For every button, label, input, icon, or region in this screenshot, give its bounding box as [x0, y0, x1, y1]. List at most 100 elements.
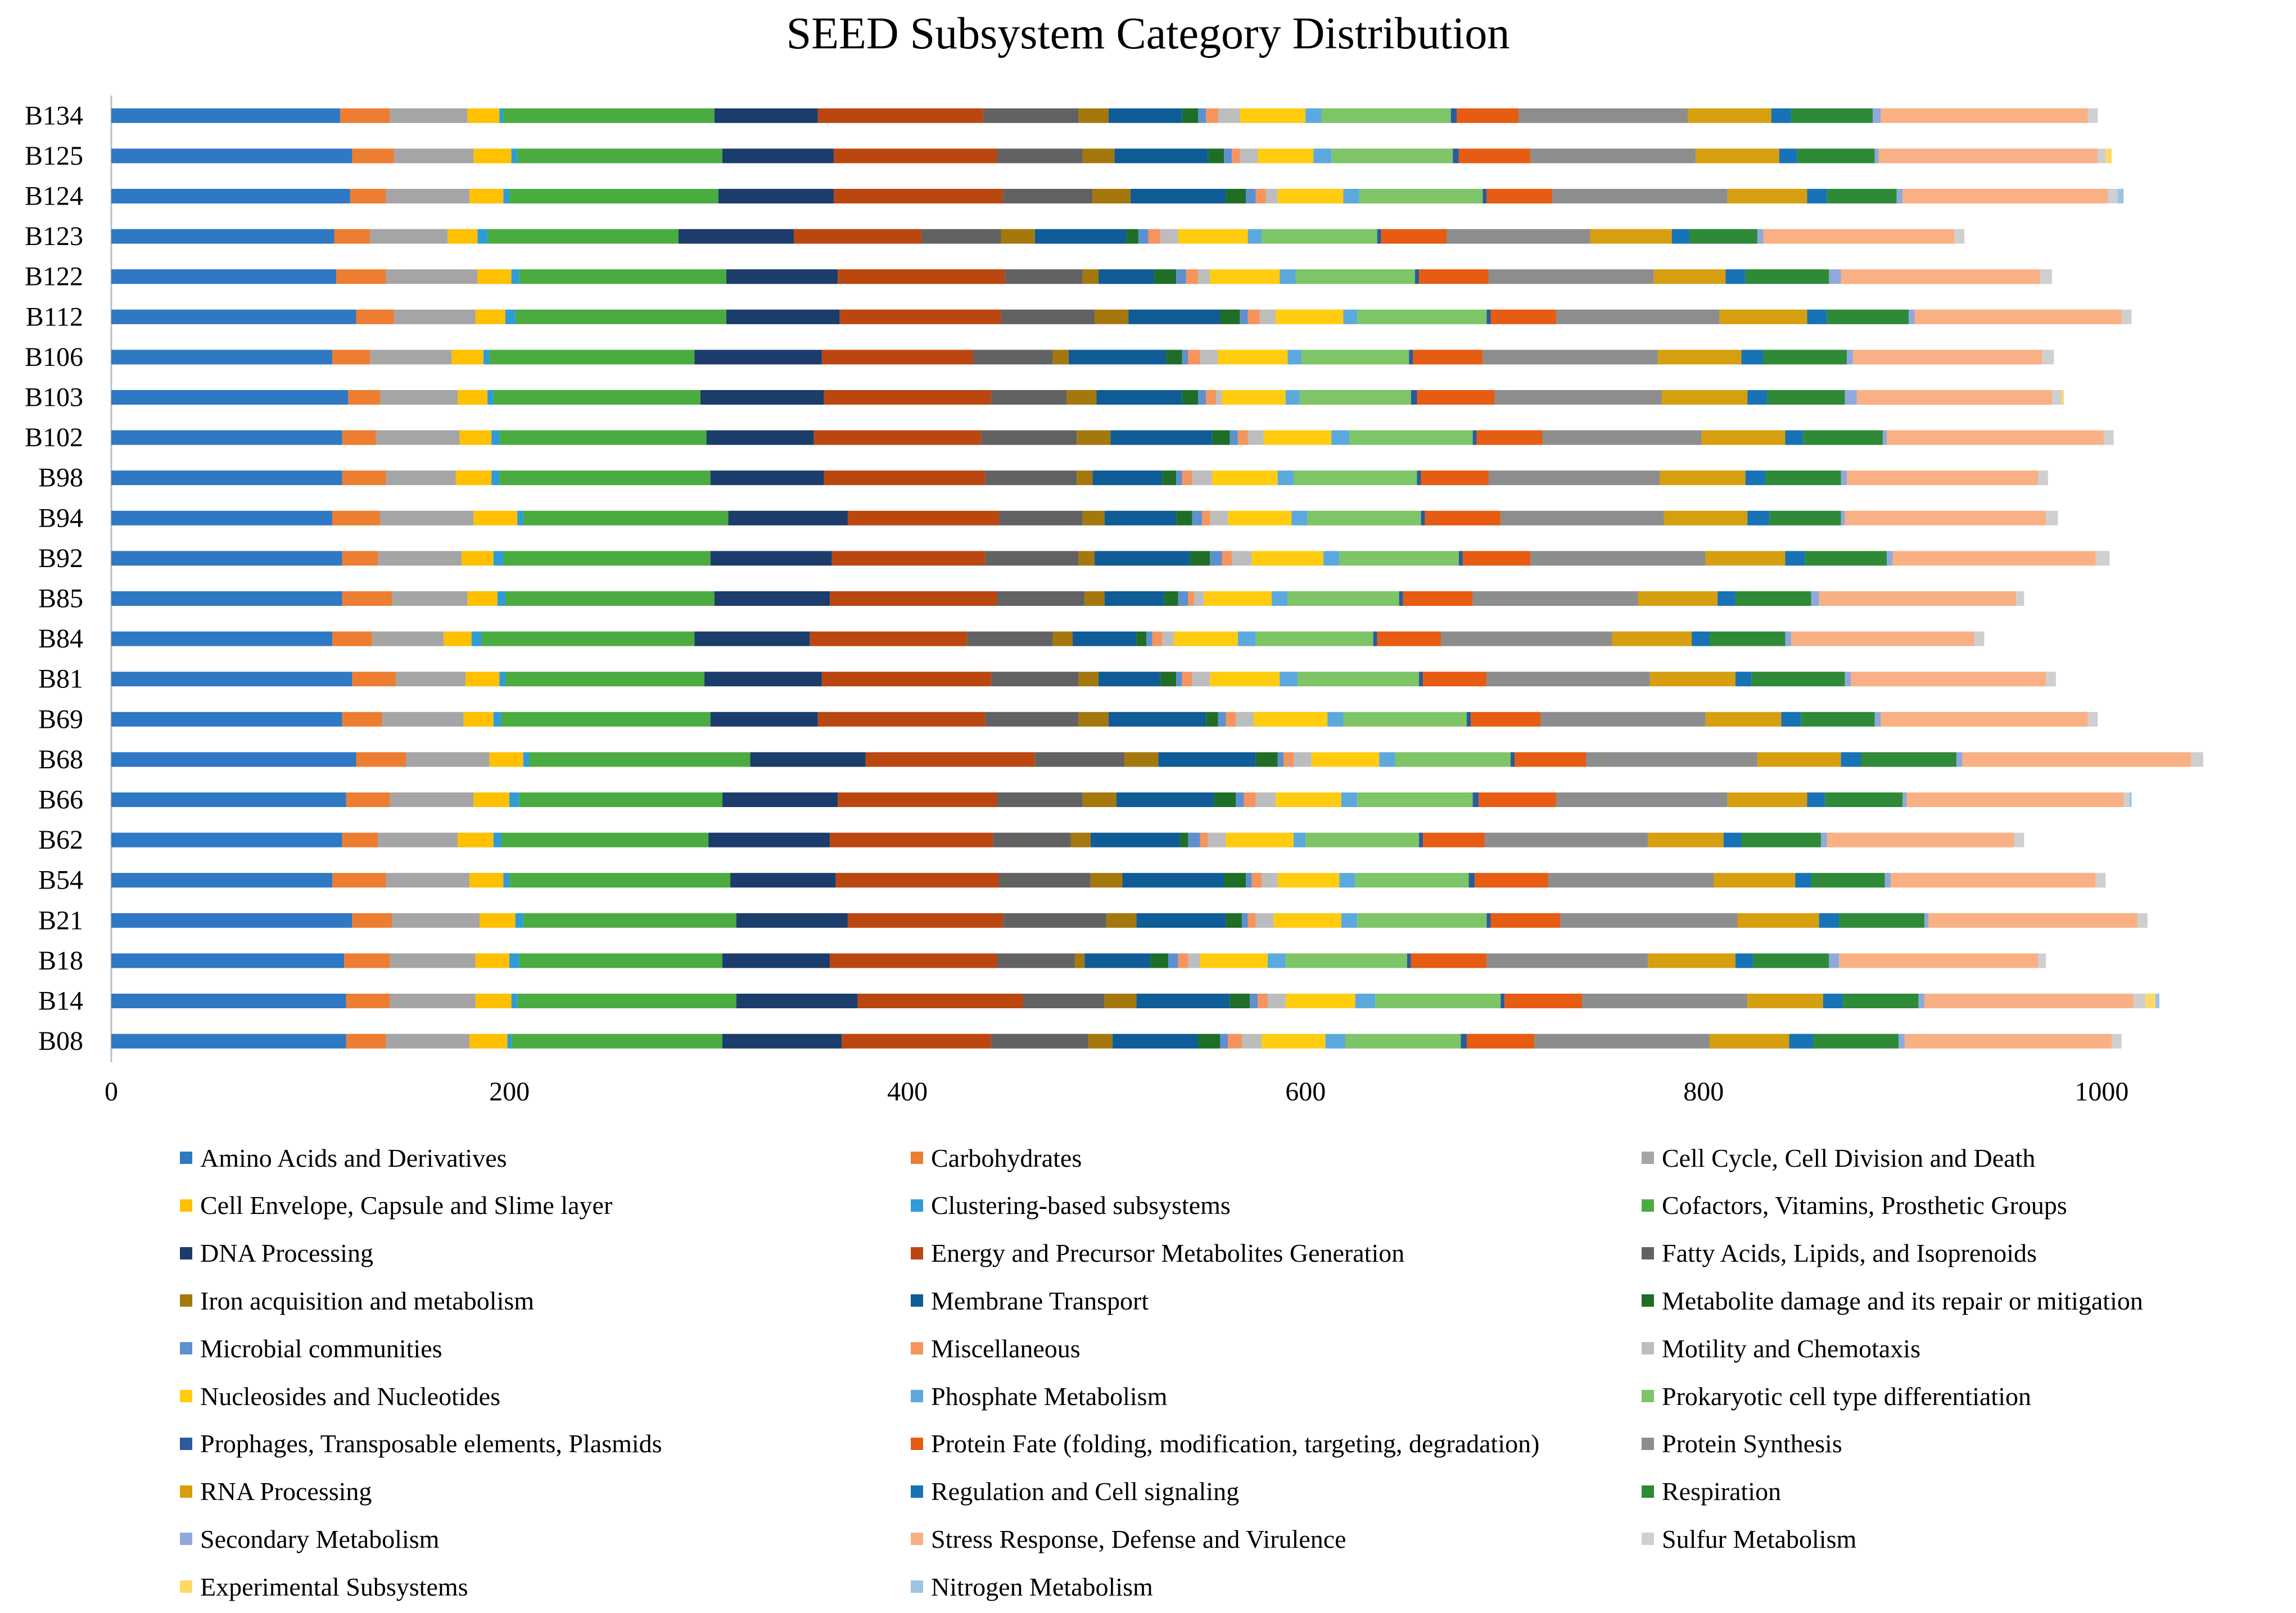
bar-segment-b106-regulation-and-cell-signaling — [1741, 350, 1764, 365]
bar-segment-b103-secondary-metabolism — [1845, 390, 1857, 405]
bar-segment-b08-membrane-transport — [1112, 1034, 1199, 1049]
legend-label: Miscellaneous — [931, 1334, 1081, 1363]
bar-segment-b98-microbial-communities — [1176, 470, 1182, 486]
bar-segment-b103-rna-processing — [1661, 390, 1748, 405]
bar-segment-b122-amino-acids-and-derivatives — [111, 269, 337, 284]
bar-segment-b08-protein-synthesis — [1534, 1034, 1710, 1049]
bars-layer — [111, 108, 2203, 1049]
bar-segment-b92-microbial-communities — [1210, 551, 1222, 566]
bar-segment-b106-protein-synthesis — [1483, 350, 1658, 365]
bar-segment-b122-respiration — [1745, 269, 1829, 284]
y-tick-label: B103 — [25, 383, 83, 413]
legend-swatch — [911, 1294, 923, 1307]
bar-segment-b124-cell-envelope-capsule-and-slime-layer — [469, 189, 504, 203]
bar-segment-b68-stress-response-defense-and-virulence — [1962, 752, 2191, 767]
bar-segment-b123-motility-and-chemotaxis — [1160, 229, 1178, 244]
y-tick-label: B68 — [38, 745, 83, 774]
bar-segment-b124-nucleosides-and-nucleotides — [1277, 189, 1344, 203]
bar-segment-b84-dna-processing — [694, 631, 810, 646]
bar-segment-b66-secondary-metabolism — [1902, 792, 1907, 807]
bar-segment-b122-dna-processing — [726, 269, 838, 284]
bar-segment-b134-protein-synthesis — [1518, 108, 1688, 123]
bar-segment-b94-nucleosides-and-nucleotides — [1228, 510, 1292, 525]
bar-segment-b54-rna-processing — [1714, 873, 1796, 888]
bar-segment-b112-prophages-transposable-elements-plasmids — [1486, 309, 1491, 324]
y-tick-label: B18 — [38, 946, 83, 976]
x-tick-labels: 0 200 400 600 800 1000 — [105, 1077, 2128, 1107]
bar-segment-b106-phosphate-metabolism — [1287, 350, 1302, 365]
bar-segment-b66-regulation-and-cell-signaling — [1807, 792, 1825, 807]
bar-segment-b08-cell-cycle-cell-division-and-death — [386, 1034, 470, 1049]
bar-segment-b125-motility-and-chemotaxis — [1240, 148, 1258, 164]
bar-segment-b134-carbohydrates — [340, 108, 390, 123]
bar-segment-b134-prophages-transposable-elements-plasmids — [1450, 108, 1457, 123]
bar-segment-b54-dna-processing — [730, 873, 836, 888]
bar-segment-b103-energy-and-precursor-metabolites-generation — [824, 390, 991, 405]
bar-segment-b98-protein-fate-folding-modification-targeting-degradation — [1421, 470, 1489, 486]
bar-segment-b18-miscellaneous — [1178, 953, 1188, 968]
bar-segment-b14-cofactors-vitamins-prosthetic-groups — [517, 994, 736, 1008]
legend-swatch — [1642, 1485, 1654, 1498]
bar-segment-b124-metabolite-damage-and-its-repair-or-mitigation — [1226, 189, 1246, 203]
bar-segment-b85-cofactors-vitamins-prosthetic-groups — [505, 591, 715, 606]
bar-segment-b08-rna-processing — [1709, 1034, 1789, 1049]
bar-segment-b21-regulation-and-cell-signaling — [1819, 913, 1839, 928]
bar-segment-b14-metabolite-damage-and-its-repair-or-mitigation — [1230, 994, 1250, 1008]
bar-segment-b68-secondary-metabolism — [1956, 752, 1963, 767]
bar-segment-b54-protein-fate-folding-modification-targeting-degradation — [1475, 873, 1549, 888]
bar-segment-b134-energy-and-precursor-metabolites-generation — [817, 108, 983, 123]
bar-segment-b54-energy-and-precursor-metabolites-generation — [835, 873, 1000, 888]
bar-segment-b122-protein-synthesis — [1488, 269, 1654, 284]
bar-segment-b68-amino-acids-and-derivatives — [111, 752, 356, 767]
bar-segment-b21-clustering-based-subsystems — [515, 913, 523, 928]
bar-segment-b98-cell-envelope-capsule-and-slime-layer — [455, 470, 492, 486]
legend-item-carbohydrates: Carbohydrates — [911, 1134, 1082, 1181]
bar-segment-b125-cell-cycle-cell-division-and-death — [394, 148, 474, 164]
bar-segment-b123-prokaryotic-cell-type-differentiation — [1262, 229, 1377, 244]
bar-segment-b14-sulfur-metabolism — [2134, 994, 2146, 1008]
y-tick-label: B112 — [26, 302, 83, 332]
bar-segment-b98-nucleosides-and-nucleotides — [1212, 470, 1278, 486]
bar-segment-b14-nitrogen-metabolism — [2155, 994, 2160, 1008]
bar-segment-b14-rna-processing — [1747, 994, 1823, 1008]
bar-segment-b94-membrane-transport — [1104, 510, 1177, 525]
bar-segment-b14-fatty-acids-lipids-and-isoprenoids — [1023, 994, 1105, 1008]
bar-segment-b21-dna-processing — [736, 913, 848, 928]
legend-item-nucleosides-and-nucleotides: Nucleosides and Nucleotides — [180, 1372, 500, 1420]
bar-group-b18 — [111, 953, 2046, 968]
bar-segment-b122-clustering-based-subsystems — [511, 269, 519, 284]
stacked-bar-chart: B134 B125 B124 B123 B122 B112 B106 B103 B102 B98 B… — [25, 96, 2203, 1107]
bar-segment-b54-carbohydrates — [332, 873, 386, 888]
bar-segment-b18-secondary-metabolism — [1829, 953, 1839, 968]
bar-segment-b103-phosphate-metabolism — [1285, 390, 1300, 405]
bar-segment-b08-phosphate-metabolism — [1325, 1034, 1346, 1049]
bar-segment-b112-protein-fate-folding-modification-targeting-degradation — [1490, 309, 1557, 324]
bar-segment-b92-dna-processing — [710, 551, 832, 566]
bar-segment-b124-clustering-based-subsystems — [503, 189, 510, 203]
bar-segment-b66-clustering-based-subsystems — [509, 792, 519, 807]
bar-segment-b85-miscellaneous — [1188, 591, 1194, 606]
bar-segment-b66-prophages-transposable-elements-plasmids — [1472, 792, 1479, 807]
bar-segment-b69-prophages-transposable-elements-plasmids — [1467, 712, 1471, 727]
bar-segment-b68-microbial-communities — [1277, 752, 1284, 767]
bar-segment-b68-fatty-acids-lipids-and-isoprenoids — [1034, 752, 1125, 767]
bar-segment-b18-motility-and-chemotaxis — [1188, 953, 1200, 968]
legend-label: Cell Envelope, Capsule and Slime layer — [200, 1191, 613, 1220]
bar-segment-b18-clustering-based-subsystems — [509, 953, 519, 968]
bar-segment-b102-stress-response-defense-and-virulence — [1887, 430, 2104, 445]
legend-label: Protein Fate (folding, modification, tar… — [931, 1429, 1540, 1458]
bar-segment-b106-cofactors-vitamins-prosthetic-groups — [489, 350, 695, 365]
bar-segment-b122-regulation-and-cell-signaling — [1725, 269, 1746, 284]
bar-group-b98 — [111, 470, 2048, 486]
legend-label: Amino Acids and Derivatives — [200, 1143, 507, 1172]
bar-segment-b85-amino-acids-and-derivatives — [111, 591, 342, 606]
legend-swatch — [180, 1152, 192, 1164]
bar-segment-b66-membrane-transport — [1116, 792, 1214, 807]
bar-segment-b68-protein-synthesis — [1586, 752, 1757, 767]
bar-segment-b08-sulfur-metabolism — [2112, 1034, 2122, 1049]
bar-group-b125 — [111, 148, 2112, 164]
bar-segment-b68-clustering-based-subsystems — [523, 752, 530, 767]
bar-segment-b08-cofactors-vitamins-prosthetic-groups — [511, 1034, 722, 1049]
bar-segment-b66-cofactors-vitamins-prosthetic-groups — [519, 792, 722, 807]
bar-segment-b103-prophages-transposable-elements-plasmids — [1411, 390, 1417, 405]
